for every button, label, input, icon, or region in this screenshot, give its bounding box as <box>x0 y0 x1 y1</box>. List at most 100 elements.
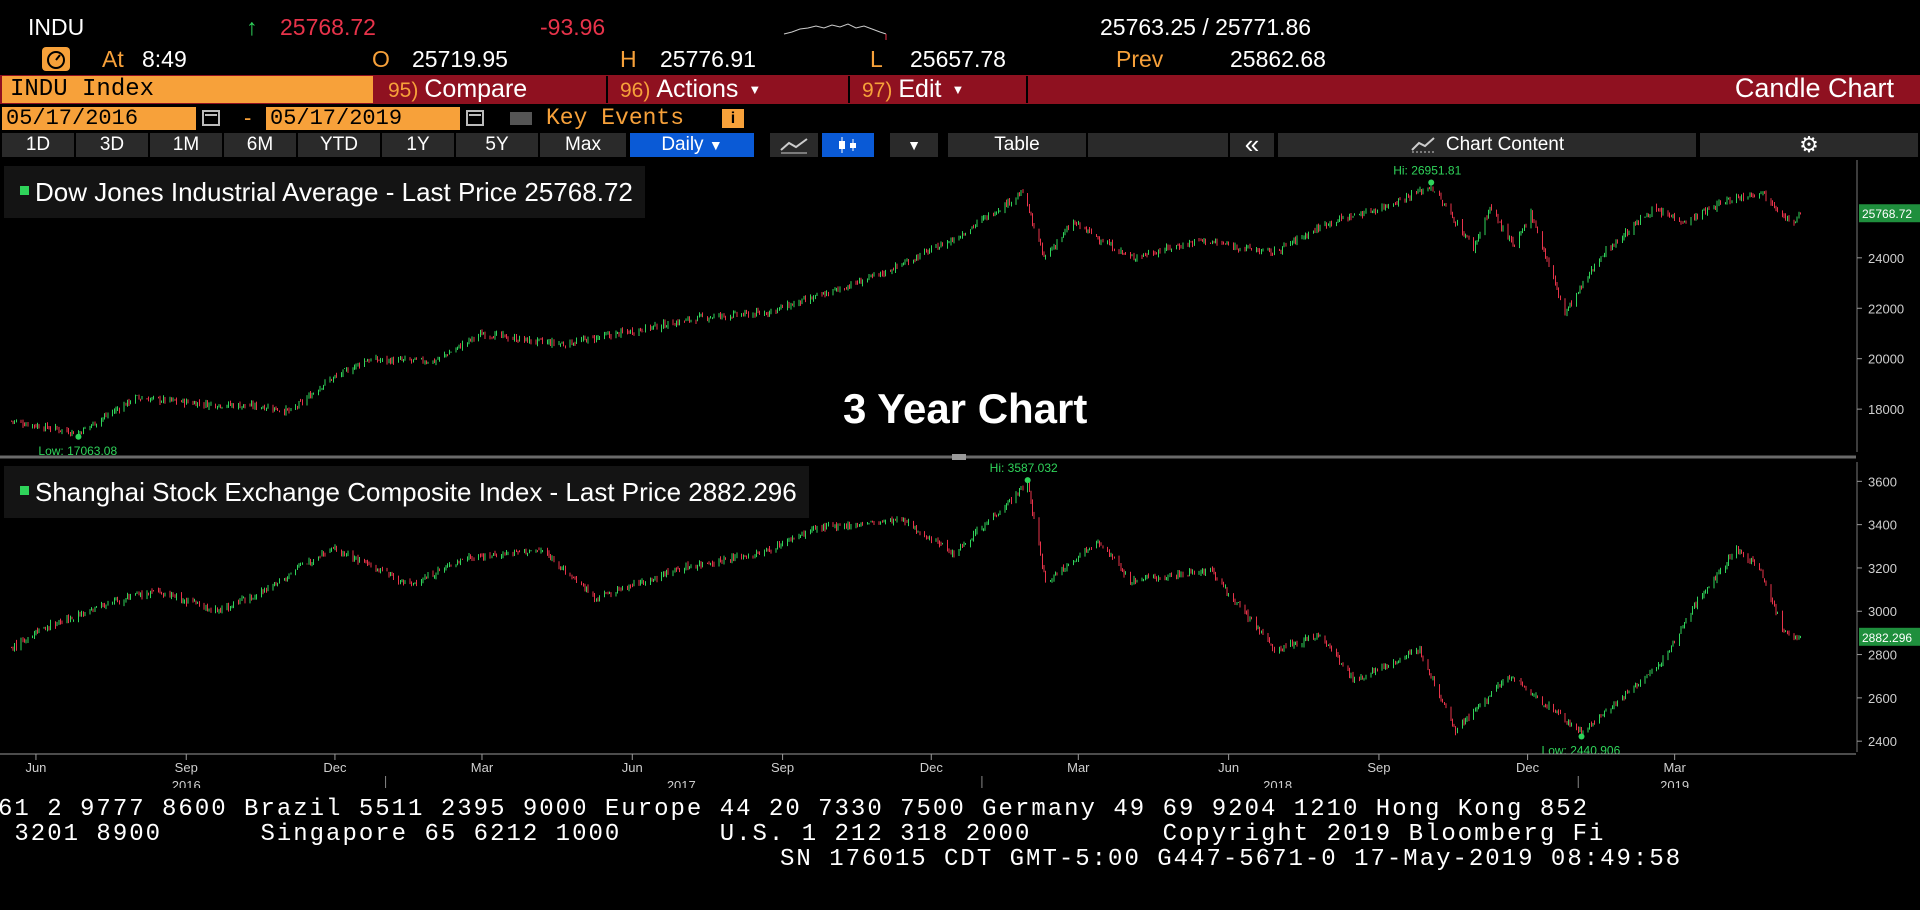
security-field[interactable]: INDU Index <box>2 76 373 103</box>
actions-button[interactable]: 96) Actions ▼ <box>610 76 850 103</box>
x-month-label: Mar <box>1663 760 1686 775</box>
chevron-down-icon: ▼ <box>708 137 723 153</box>
up-arrow-icon: ↑ <box>246 14 258 40</box>
key-events-toggle[interactable] <box>510 112 532 125</box>
chart2-y-tick-label: 3600 <box>1868 474 1897 489</box>
period-3d[interactable]: 3D <box>76 133 148 157</box>
footer-line-2: 3201 8900 Singapore 65 6212 1000 U.S. 1 … <box>0 821 1606 848</box>
chart2-legend: Shanghai Stock Exchange Composite Index … <box>4 466 809 518</box>
x-month-label: Jun <box>622 760 643 775</box>
frequency-label: Daily <box>661 134 704 155</box>
date-dash: - <box>244 105 252 130</box>
chart2-y-tick-label: 2800 <box>1868 648 1897 663</box>
table-button[interactable]: Table <box>948 133 1086 157</box>
chart2-last-price-label: 2882.296 <box>1862 631 1912 645</box>
chart1-y-tick-label: 18000 <box>1868 402 1904 417</box>
period-1y[interactable]: 1Y <box>382 133 454 157</box>
prev-label: Prev <box>1116 46 1164 72</box>
actions-number: 96) <box>620 79 651 102</box>
edit-button[interactable]: 97) Edit ▼ <box>852 76 1028 103</box>
chart1-low-label: Low: 17063.08 <box>38 444 117 458</box>
toolbar-spacer <box>1088 133 1228 157</box>
low-value: 25657.78 <box>910 46 1006 72</box>
open-value: 25719.95 <box>412 46 508 72</box>
footer-line-3: SN 176015 CDT GMT-5:00 G447-5671-0 17-Ma… <box>780 846 1683 873</box>
frequency-dropdown[interactable]: Daily ▼ <box>630 133 754 157</box>
x-year-label: 2017 <box>667 778 696 788</box>
key-events-label: Key Events <box>546 105 685 131</box>
chart1-low-marker <box>75 433 82 440</box>
chart2-hi-label: Hi: 3587.032 <box>990 461 1058 475</box>
x-month-label: Mar <box>471 760 494 775</box>
net-change: -93.96 <box>540 14 606 40</box>
bid-ask: 25763.25 / 25771.86 <box>1100 14 1312 40</box>
chart-type-label: Candle Chart <box>1734 73 1894 103</box>
chart2-hi-marker <box>1024 477 1031 484</box>
quote-time: 8:49 <box>142 46 187 72</box>
footer-line-1: 61 2 9777 8600 Brazil 5511 2395 9000 Eur… <box>0 796 1590 823</box>
compare-button[interactable]: 95) Compare <box>378 76 608 103</box>
x-month-label: Dec <box>1516 760 1540 775</box>
chart2-low-label: Low: 2440.906 <box>1542 744 1621 758</box>
period-max[interactable]: Max <box>540 133 626 157</box>
sparkline <box>783 23 887 40</box>
end-date-field[interactable]: 05/17/2019 <box>266 107 460 130</box>
chevron-down-icon: ▼ <box>748 82 762 97</box>
calendar-icon[interactable] <box>202 110 220 126</box>
high-value: 25776.91 <box>660 46 756 72</box>
chart2-legend-label: Shanghai Stock Exchange Composite Index … <box>35 477 797 507</box>
chart-content-label: Chart Content <box>1445 134 1565 155</box>
low-label: L <box>870 46 883 72</box>
actions-label: Actions <box>656 75 739 103</box>
edit-number: 97) <box>862 79 893 102</box>
x-year-label: 2016 <box>172 778 201 788</box>
candle-chart-icon <box>839 137 856 153</box>
period-5y[interactable]: 5Y <box>456 133 538 157</box>
x-month-label: Jun <box>1218 760 1239 775</box>
chart-content-icon <box>1411 137 1436 153</box>
period-1m[interactable]: 1M <box>150 133 222 157</box>
gear-icon: ⚙ <box>1799 132 1819 157</box>
settings-button[interactable]: ⚙ <box>1700 133 1918 157</box>
line-chart-icon <box>780 138 808 154</box>
chart-content-button[interactable]: Chart Content <box>1278 133 1696 157</box>
prev-value: 25862.68 <box>1230 46 1326 72</box>
x-month-label: Sep <box>771 760 794 775</box>
x-month-label: Dec <box>920 760 944 775</box>
open-label: O <box>372 46 390 72</box>
chart1-last-price-label: 25768.72 <box>1862 207 1912 221</box>
chart-options-dropdown[interactable]: ▼ <box>890 133 938 157</box>
chart2-y-tick-label: 3000 <box>1868 604 1897 619</box>
x-month-label: Jun <box>25 760 46 775</box>
period-1d[interactable]: 1D <box>2 133 74 157</box>
overlay-title: 3 Year Chart <box>843 385 1088 432</box>
chevron-down-icon: ▼ <box>951 82 965 97</box>
collapse-button[interactable]: « <box>1230 131 1274 157</box>
info-icon[interactable]: i <box>722 109 744 128</box>
chevron-down-icon: ▼ <box>907 137 921 153</box>
chart1-legend: Dow Jones Industrial Average - Last Pric… <box>4 166 645 218</box>
chart-area: 18000 20000 22000 24000 Hi: 26951.81 Low: 170… <box>0 160 1920 788</box>
gauge-icon[interactable] <box>42 47 70 71</box>
line-chart-button[interactable] <box>770 133 818 157</box>
high-label: H <box>620 46 637 72</box>
at-label: At <box>102 46 124 72</box>
x-month-label: Dec <box>323 760 347 775</box>
start-date-field[interactable]: 05/17/2016 <box>2 107 196 130</box>
period-6m[interactable]: 6M <box>224 133 296 157</box>
chart2-y-tick-label: 2600 <box>1868 691 1897 706</box>
chart2-y-tick-label: 3200 <box>1868 561 1897 576</box>
x-year-label: 2019 <box>1660 778 1689 788</box>
chart1-y-tick-label: 22000 <box>1868 301 1904 316</box>
candle-chart-button[interactable] <box>822 133 874 157</box>
x-month-label: Sep <box>175 760 198 775</box>
chart1-legend-label: Dow Jones Industrial Average - Last Pric… <box>35 177 633 207</box>
chart2-last-price-tag <box>1859 627 1920 646</box>
x-year-label: 2018 <box>1263 778 1292 788</box>
chart1-y-tick-label: 20000 <box>1868 352 1904 367</box>
compare-number: 95) <box>388 79 419 102</box>
calendar-icon[interactable] <box>466 110 484 126</box>
chart2-y-tick-label: 3400 <box>1868 518 1897 533</box>
period-ytd[interactable]: YTD <box>298 133 380 157</box>
compare-label: Compare <box>424 75 528 103</box>
